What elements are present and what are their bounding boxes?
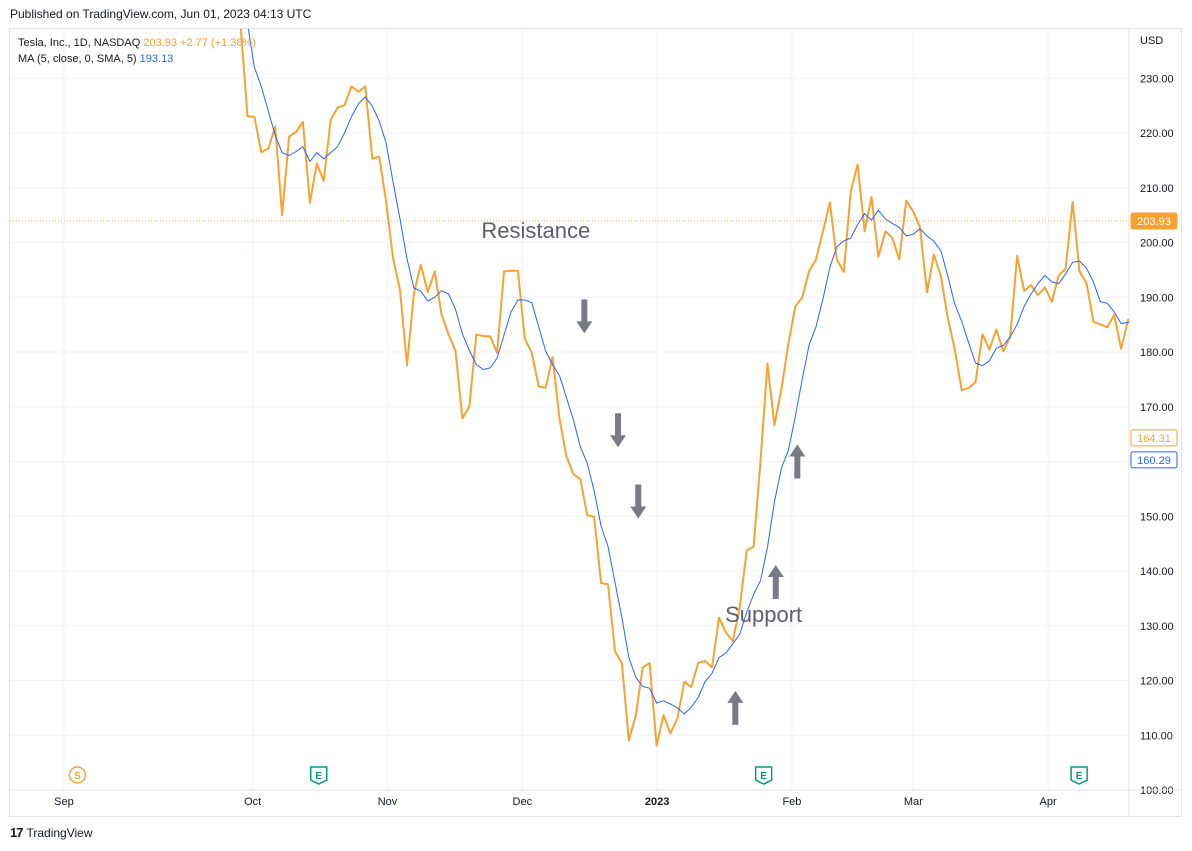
arrow-up-icon <box>727 690 744 725</box>
split-icon[interactable]: S <box>68 766 87 784</box>
x-tick-label: Nov <box>378 796 398 808</box>
y-tick-label: 220.00 <box>1140 128 1174 140</box>
y-tick-label: 140.00 <box>1140 566 1174 578</box>
x-tick-label: Dec <box>513 796 533 808</box>
event-label: S <box>74 771 81 782</box>
resistance-annotation: Resistance <box>481 218 590 243</box>
earnings-icon[interactable]: E <box>1070 766 1088 785</box>
last-price-label: 203.93 <box>1130 212 1178 230</box>
earnings-icon[interactable]: E <box>754 766 773 785</box>
legend-price: 203.93 <box>143 37 177 49</box>
series-layer <box>239 0 1192 747</box>
y-tick-label: 180.00 <box>1140 347 1174 359</box>
price-label-layer: 203.93 164.31 160.29 <box>1130 212 1178 469</box>
y-tick-label: 130.00 <box>1140 621 1174 633</box>
legend-row-ma: MA (5, close, 0, SMA, 5) 193.13 <box>18 51 256 67</box>
published-header: Published on TradingView.com, Jun 01, 20… <box>10 7 312 21</box>
currency-label: USD <box>1140 35 1163 47</box>
close-price-label-text: 164.31 <box>1137 433 1171 445</box>
last-price-label-text: 203.93 <box>1137 216 1171 228</box>
grid-layer <box>10 29 1129 791</box>
y-tick-label: 170.00 <box>1140 402 1174 414</box>
y-tick-label: 120.00 <box>1140 676 1174 688</box>
chart-frame <box>9 28 1182 817</box>
chart-legend: Tesla, Inc., 1D, NASDAQ 203.93 +2.77 (+1… <box>18 35 256 67</box>
arrow-down-icon <box>630 484 647 519</box>
legend-change: +2.77 (+1.38%) <box>180 37 256 49</box>
x-tick-label: Apr <box>1040 796 1057 808</box>
ma-series-line[interactable] <box>241 0 1192 715</box>
y-tick-label: 100.00 <box>1140 785 1174 797</box>
arrow-down-icon <box>576 299 593 334</box>
ma-price-label-text: 160.29 <box>1137 455 1171 467</box>
y-tick-label: 230.00 <box>1140 73 1174 85</box>
x-tick-label: Feb <box>782 796 801 808</box>
x-tick-label: Sep <box>54 796 74 808</box>
price-series-line[interactable] <box>239 24 1192 747</box>
arrow-up-icon <box>767 564 784 599</box>
tradingview-brand[interactable]: 17 TradingView <box>10 825 93 840</box>
brand-name: TradingView <box>26 825 93 840</box>
event-label: E <box>760 771 767 782</box>
y-tick-label: 110.00 <box>1140 730 1173 742</box>
y-tick-label: 190.00 <box>1140 292 1174 304</box>
tradingview-logo-icon: 17 <box>10 825 24 840</box>
annotation-layer: Resistance Support <box>481 218 806 725</box>
y-tick-label: 210.00 <box>1140 183 1174 195</box>
x-tick-label: Oct <box>244 796 261 808</box>
ma-price-label: 160.29 <box>1130 451 1178 469</box>
legend-ma-value: 193.13 <box>139 53 174 65</box>
y-tick-label: 200.00 <box>1140 238 1174 250</box>
axis-layer: 100.00 110.00 120.00 130.00 140.00 150.00 160.… <box>10 29 1182 817</box>
close-price-label: 164.31 <box>1130 429 1178 447</box>
legend-ma-label: MA (5, close, 0, SMA, 5) <box>18 53 137 65</box>
support-annotation: Support <box>725 602 802 627</box>
legend-symbol: Tesla, Inc., 1D, NASDAQ <box>18 37 141 49</box>
x-tick-label: Mar <box>904 796 923 808</box>
event-label: E <box>315 771 322 782</box>
arrow-down-icon <box>610 413 627 448</box>
event-label: E <box>1076 771 1083 782</box>
legend-row-price: Tesla, Inc., 1D, NASDAQ 203.93 +2.77 (+1… <box>18 35 256 51</box>
earnings-icon[interactable]: E <box>309 766 328 785</box>
y-tick-label: 150.00 <box>1140 511 1174 523</box>
x-tick-label: 2023 <box>645 796 669 808</box>
arrow-up-icon <box>789 444 806 479</box>
